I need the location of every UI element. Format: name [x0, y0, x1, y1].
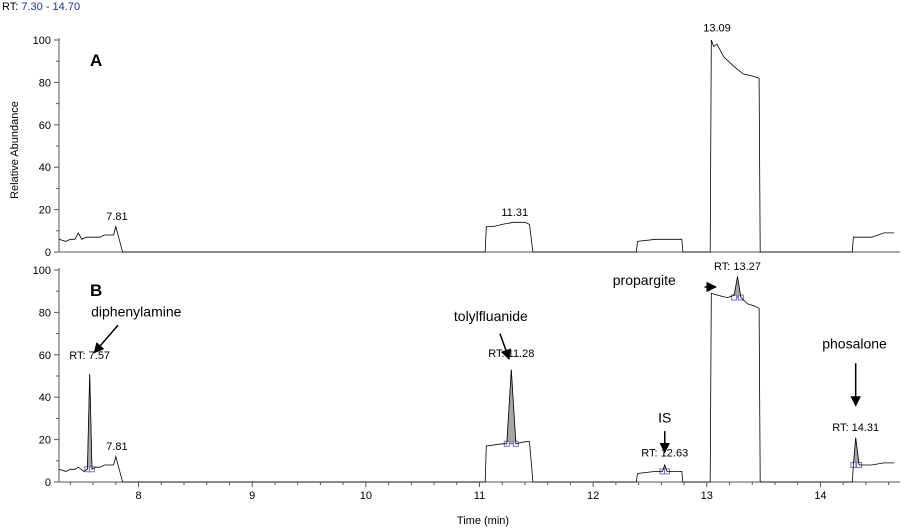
y-tick-label: 60 [39, 120, 51, 132]
panel-b: 0 20 40 60 80 100 B RT: 7.57 7.81 RT: 11.28 RT: 12… [33, 261, 900, 489]
peak-label: RT: 13.27 [714, 261, 761, 273]
y-tick-label: 80 [39, 307, 51, 319]
x-tick-label: 11 [474, 490, 485, 502]
panels: 0 20 40 60 80 100 A 7.81 11.31 13.09 0 20 40 60 80 100 B… [33, 23, 900, 489]
compound-label: propargite [613, 272, 676, 288]
y-tick-label: 60 [39, 350, 51, 362]
y-tick-label: 20 [39, 205, 51, 217]
peak-label: 7.81 [106, 441, 127, 453]
x-tick-label: 9 [249, 490, 255, 502]
peak-area [506, 369, 517, 445]
peak-label: RT: 7.57 [69, 350, 110, 362]
rt-range-value: 7.30 - 14.70 [21, 1, 81, 13]
x-axis-title: Time (min) [457, 515, 509, 527]
rt-range-prefix: RT: [2, 1, 22, 13]
rt-range-header: RT: 7.30 - 14.70 [2, 1, 80, 13]
y-axis-title-group: Relative Abundance [9, 101, 21, 199]
chromatogram-trace [58, 276, 895, 483]
x-tick-label: 14 [814, 490, 826, 502]
x-tick-label: 10 [360, 490, 372, 502]
panel-a: 0 20 40 60 80 100 A 7.81 11.31 13.09 [33, 23, 900, 259]
annotation-arrow [93, 324, 119, 354]
y-tick-label: 0 [45, 477, 51, 489]
annotation-arrow [499, 333, 511, 361]
compound-label: tolylfluanide [454, 308, 528, 324]
x-tick-label: 12 [587, 490, 599, 502]
peak-label: RT: 14.31 [832, 422, 879, 434]
y-tick-label: 100 [33, 35, 51, 47]
panel-label-a: A [90, 51, 102, 70]
x-tick-label: 8 [135, 490, 141, 502]
compound-label: diphenylamine [91, 304, 181, 320]
chromatogram-trace [58, 39, 895, 253]
x-axis: 8 9 10 11 12 13 14 [69, 482, 890, 502]
peak-label: 7.81 [106, 211, 127, 223]
y-axis-title: Relative Abundance [9, 101, 21, 199]
y-tick-label: 40 [39, 162, 51, 174]
peak-label: RT: 11.28 [488, 348, 534, 360]
y-tick-label: 40 [39, 392, 51, 404]
peak-label: 11.31 [501, 207, 528, 219]
y-tick-label: 0 [45, 247, 51, 259]
compound-label: IS [658, 410, 671, 426]
y-tick-label: 20 [39, 435, 51, 447]
compound-label: phosalone [822, 335, 887, 351]
peak-label: 13.09 [703, 23, 731, 35]
peak-label: RT: 12.63 [641, 448, 688, 460]
y-tick-label: 80 [39, 77, 51, 89]
x-tick-label: 13 [701, 490, 713, 502]
peak-area [733, 276, 742, 298]
y-tick-label: 100 [33, 265, 51, 277]
panel-label-b: B [90, 281, 102, 300]
